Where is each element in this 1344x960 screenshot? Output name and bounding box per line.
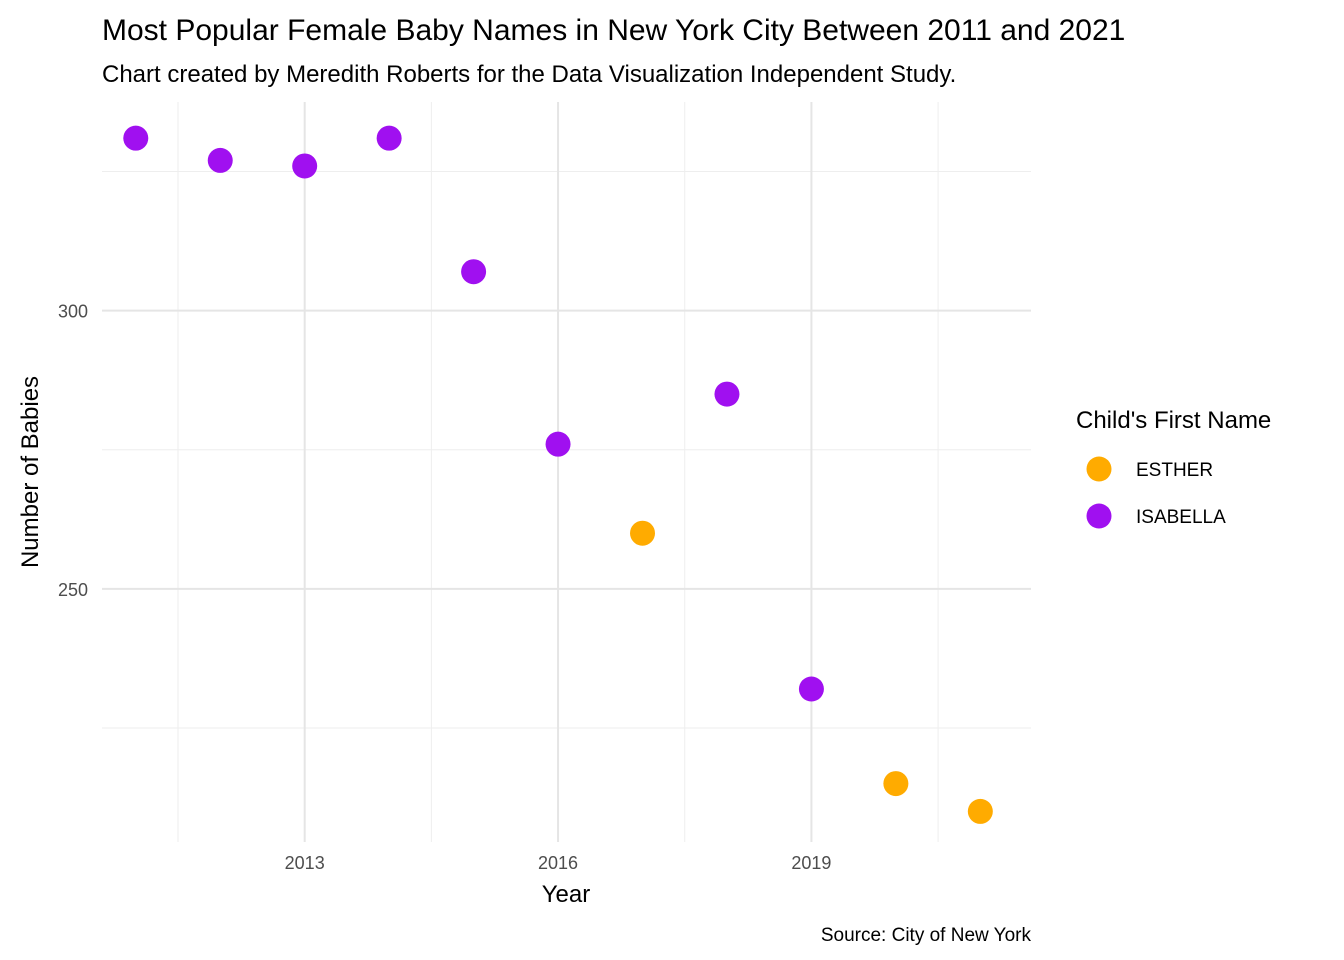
- data-point-isabella: [714, 381, 740, 407]
- x-tick-label: 2016: [538, 853, 578, 873]
- legend-key-isabella: [1086, 503, 1112, 529]
- data-point-esther: [967, 798, 993, 824]
- y-tick-label: 300: [58, 302, 88, 322]
- data-point-isabella: [798, 676, 824, 702]
- x-tick-label: 2019: [791, 853, 831, 873]
- legend-key-esther: [1086, 456, 1112, 482]
- data-point-isabella: [292, 153, 318, 179]
- x-tick-label: 2013: [285, 853, 325, 873]
- legend-title: Child's First Name: [1076, 407, 1271, 434]
- chart-subtitle: Chart created by Meredith Roberts for th…: [102, 61, 956, 88]
- data-point-esther: [630, 520, 656, 546]
- legend-label-esther: ESTHER: [1136, 460, 1213, 481]
- data-point-isabella: [545, 431, 571, 457]
- chart-caption: Source: City of New York: [821, 925, 1032, 946]
- axis-ticks: 2013 2016 2019 250 300: [58, 302, 831, 873]
- chart-title: Most Popular Female Baby Names in New Yo…: [102, 14, 1125, 47]
- data-point-isabella: [376, 125, 402, 151]
- data-points: [123, 125, 993, 824]
- x-axis-title: Year: [542, 881, 591, 908]
- data-point-esther: [883, 771, 909, 797]
- y-tick-label: 250: [58, 580, 88, 600]
- data-point-isabella: [461, 259, 487, 285]
- data-point-isabella: [123, 125, 149, 151]
- gridlines: [102, 102, 1031, 842]
- y-axis-title: Number of Babies: [17, 376, 44, 568]
- legend-label-isabella: ISABELLA: [1136, 507, 1226, 528]
- legend: Child's First Name ESTHER ISABELLA: [1076, 407, 1271, 529]
- legend-items: ESTHER ISABELLA: [1086, 456, 1226, 529]
- data-point-isabella: [207, 147, 233, 173]
